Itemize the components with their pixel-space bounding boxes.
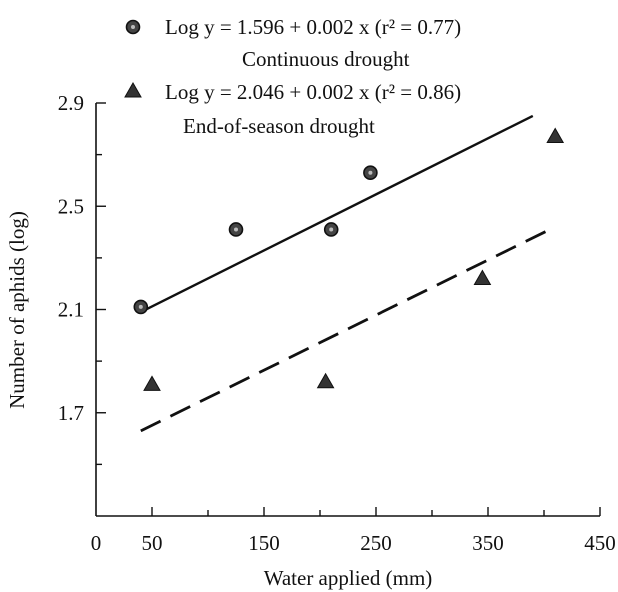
x-axis-title: Water applied (mm) [264, 566, 433, 590]
y-tick-label: 2.1 [58, 298, 84, 322]
x-axis-ticks: 0 50 150 250 350 450 [91, 507, 616, 555]
point-end-of-season [473, 269, 492, 286]
y-axis-ticks: 1.7 2.1 2.5 2.9 [58, 91, 106, 466]
point-end-of-season [143, 375, 161, 391]
y-tick-label: 1.7 [58, 401, 84, 425]
legend-equation-end-of-season: Log y = 2.046 + 0.002 x (r² = 0.86) [165, 80, 461, 104]
y-axis-title: Number of aphids (log) [5, 211, 29, 409]
x-tick-label: 50 [142, 531, 163, 555]
x-tick-label: 0 [91, 531, 102, 555]
x-tick-label: 350 [472, 531, 504, 555]
legend: Log y = 1.596 + 0.002 x (r² = 0.77) Cont… [124, 15, 461, 138]
x-tick-label: 450 [584, 531, 616, 555]
legend-marker-end-of-season [124, 81, 142, 98]
x-tick-label: 250 [360, 531, 392, 555]
point-continuous [133, 299, 149, 315]
point-end-of-season [316, 372, 335, 389]
fit-line-end-of-season [140, 225, 556, 433]
point-continuous [363, 165, 378, 180]
data-points [133, 127, 565, 391]
x-tick-label: 150 [248, 531, 280, 555]
legend-label-end-of-season: End-of-season drought [183, 114, 375, 138]
point-continuous [228, 222, 244, 237]
y-tick-label: 2.9 [58, 91, 84, 115]
point-continuous [323, 222, 339, 237]
legend-equation-continuous: Log y = 1.596 + 0.002 x (r² = 0.77) [165, 15, 461, 39]
legend-label-continuous: Continuous drought [242, 47, 410, 71]
point-end-of-season [546, 127, 565, 144]
fit-lines [140, 114, 556, 433]
fit-line-continuous [140, 114, 534, 314]
y-tick-label: 2.5 [58, 194, 84, 218]
legend-marker-continuous [125, 19, 141, 35]
